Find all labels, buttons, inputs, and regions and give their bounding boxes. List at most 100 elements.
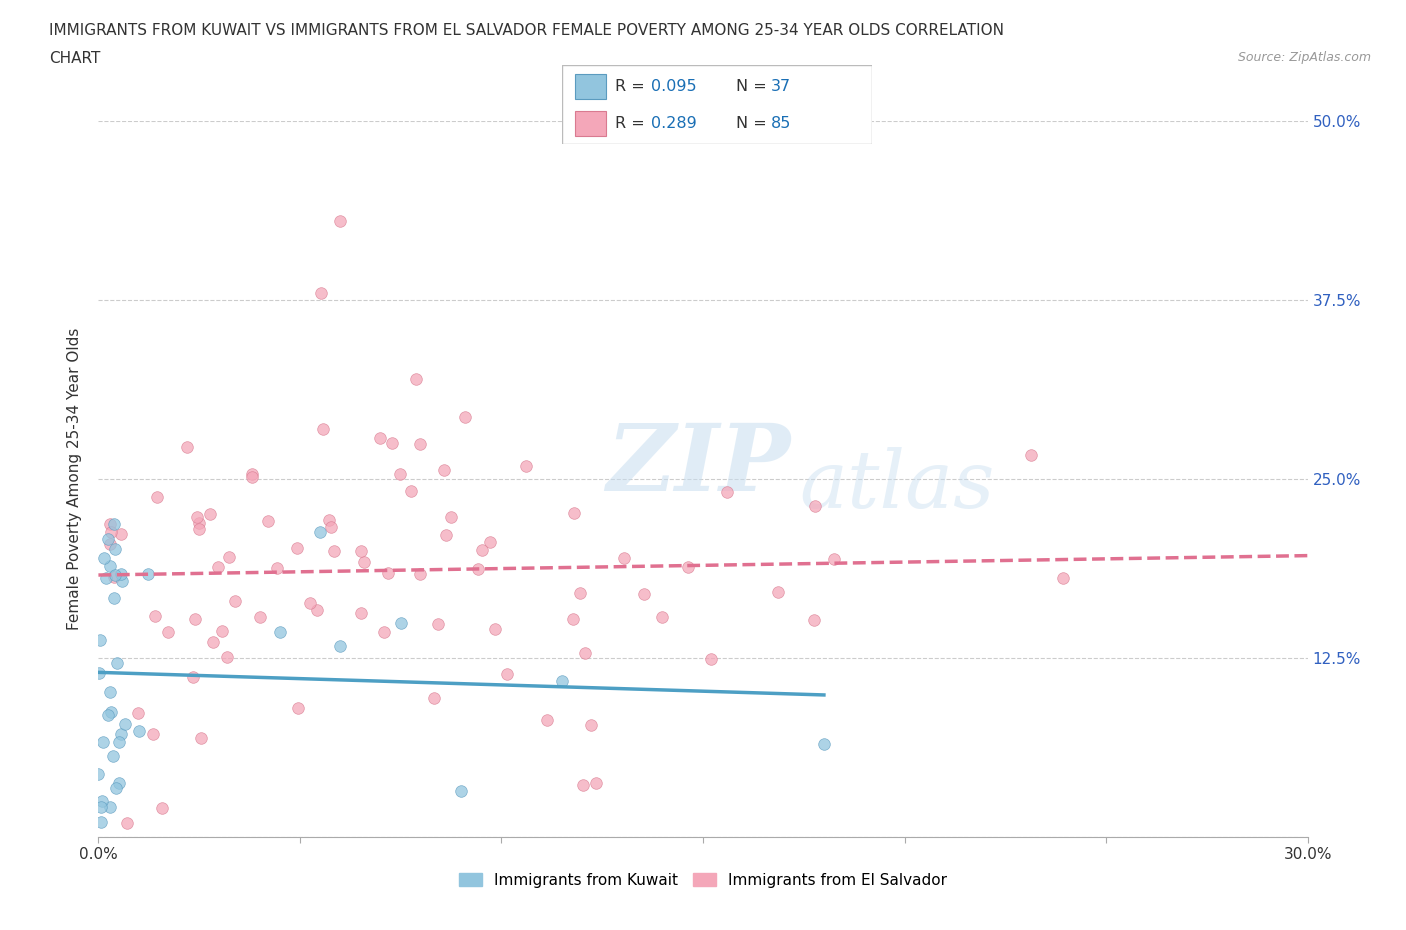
Point bbox=[111, 574, 134, 589]
Point bbox=[574, 645, 596, 660]
Text: atlas: atlas bbox=[800, 447, 995, 525]
Y-axis label: Female Poverty Among 25-34 Year Olds: Female Poverty Among 25-34 Year Olds bbox=[67, 327, 83, 631]
Point bbox=[409, 437, 432, 452]
Point bbox=[242, 470, 264, 485]
Point bbox=[1052, 570, 1074, 585]
Point bbox=[350, 543, 373, 558]
Point bbox=[110, 727, 132, 742]
Point bbox=[373, 625, 395, 640]
Point bbox=[207, 560, 229, 575]
Point bbox=[142, 726, 165, 741]
Point bbox=[100, 705, 122, 720]
Point bbox=[89, 632, 111, 647]
Point bbox=[450, 783, 472, 798]
Point bbox=[568, 586, 591, 601]
Point bbox=[211, 624, 233, 639]
Text: 0.289: 0.289 bbox=[651, 115, 696, 131]
Text: CHART: CHART bbox=[49, 51, 101, 66]
Point bbox=[93, 551, 115, 565]
Text: IMMIGRANTS FROM KUWAIT VS IMMIGRANTS FROM EL SALVADOR FEMALE POVERTY AMONG 25-34: IMMIGRANTS FROM KUWAIT VS IMMIGRANTS FRO… bbox=[49, 23, 1004, 38]
Point bbox=[146, 490, 169, 505]
Point bbox=[128, 724, 150, 738]
Point bbox=[478, 535, 501, 550]
Text: N =: N = bbox=[735, 79, 772, 94]
Point bbox=[426, 617, 449, 631]
Text: 0.095: 0.095 bbox=[651, 79, 696, 94]
Point bbox=[572, 777, 595, 792]
Point bbox=[803, 498, 825, 513]
Point bbox=[90, 815, 112, 830]
Point bbox=[1019, 447, 1042, 462]
Legend: Immigrants from Kuwait, Immigrants from El Salvador: Immigrants from Kuwait, Immigrants from … bbox=[453, 867, 953, 894]
Point bbox=[305, 603, 328, 618]
Point bbox=[107, 776, 129, 790]
Point bbox=[813, 737, 835, 751]
Point bbox=[287, 700, 309, 715]
Point bbox=[266, 561, 288, 576]
Point bbox=[202, 634, 225, 649]
Point bbox=[104, 542, 127, 557]
Point bbox=[768, 585, 790, 600]
Point bbox=[108, 735, 131, 750]
Point bbox=[94, 570, 117, 585]
Point bbox=[613, 551, 636, 565]
Point bbox=[98, 800, 121, 815]
Point bbox=[678, 560, 700, 575]
Point bbox=[454, 409, 477, 424]
Point bbox=[218, 550, 240, 565]
Point bbox=[183, 611, 205, 626]
Text: 37: 37 bbox=[772, 79, 792, 94]
Point bbox=[90, 800, 112, 815]
Point bbox=[97, 708, 120, 723]
Point bbox=[409, 567, 432, 582]
Point bbox=[269, 624, 291, 639]
Point bbox=[350, 605, 373, 620]
Point bbox=[716, 485, 738, 499]
Point bbox=[103, 569, 125, 584]
Point bbox=[319, 519, 342, 534]
Point bbox=[651, 610, 673, 625]
Point bbox=[240, 467, 263, 482]
Point bbox=[329, 639, 352, 654]
Text: ZIP: ZIP bbox=[606, 419, 790, 510]
Point bbox=[633, 587, 655, 602]
Point bbox=[823, 551, 845, 566]
Point bbox=[186, 509, 208, 524]
Point bbox=[103, 591, 125, 605]
Point bbox=[114, 716, 136, 731]
Point bbox=[484, 622, 506, 637]
Point bbox=[100, 525, 122, 539]
FancyBboxPatch shape bbox=[562, 65, 872, 144]
Point bbox=[389, 466, 412, 481]
Point bbox=[381, 435, 404, 450]
Point bbox=[433, 462, 456, 477]
Point bbox=[98, 559, 121, 574]
Text: Source: ZipAtlas.com: Source: ZipAtlas.com bbox=[1237, 51, 1371, 64]
Point bbox=[309, 525, 332, 539]
Point bbox=[389, 616, 412, 631]
Point bbox=[329, 214, 352, 229]
Text: 85: 85 bbox=[772, 115, 792, 131]
Point bbox=[150, 801, 173, 816]
Point bbox=[405, 371, 427, 386]
Point bbox=[136, 566, 159, 581]
Point bbox=[143, 608, 166, 623]
Point bbox=[97, 531, 120, 546]
Point bbox=[103, 749, 125, 764]
Point bbox=[198, 507, 221, 522]
Point bbox=[181, 670, 204, 684]
Point bbox=[467, 562, 489, 577]
Point bbox=[312, 421, 335, 436]
Point bbox=[536, 712, 558, 727]
Point bbox=[551, 673, 574, 688]
Point bbox=[100, 516, 122, 531]
Point bbox=[399, 484, 422, 498]
Point bbox=[561, 612, 583, 627]
Point bbox=[103, 517, 125, 532]
Point bbox=[105, 780, 128, 795]
Point bbox=[803, 613, 825, 628]
Point bbox=[700, 652, 723, 667]
Point bbox=[98, 684, 121, 699]
Point bbox=[188, 515, 211, 530]
Point bbox=[105, 656, 128, 671]
